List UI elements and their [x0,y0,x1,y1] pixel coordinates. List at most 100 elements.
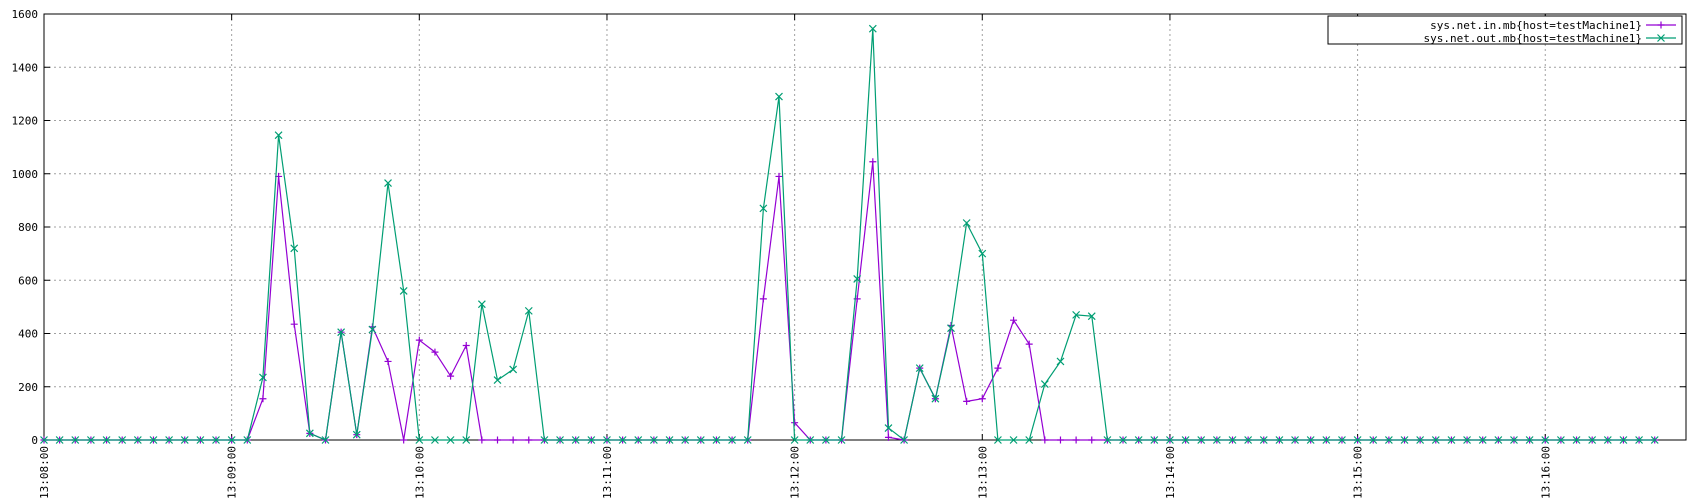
data-point [1134,436,1143,444]
data-point [1119,436,1127,444]
data-point [400,436,408,444]
data-point [1056,436,1064,444]
x-tick-label: 13:15:00 [1352,446,1365,499]
data-point [1650,436,1659,444]
data-point [493,376,502,385]
data-point [1228,436,1237,444]
legend-label: sys.net.out.mb{host=testMachine1} [1423,32,1642,45]
data-point [634,436,643,444]
data-point [837,436,846,444]
y-tick-label: 1200 [12,115,39,128]
data-point [1056,357,1065,366]
data-point [962,219,971,227]
y-tick-label: 1000 [12,168,39,181]
data-point [227,436,236,444]
data-point [431,436,439,444]
data-point [1369,436,1378,444]
data-point [1259,436,1268,444]
x-tick-label: 13:10:00 [413,446,426,499]
legend-box [1327,15,1683,45]
data-point [571,436,580,444]
data-point [259,395,267,403]
data-point [352,430,361,439]
legend-label: sys.net.in.mb{host=testMachine1} [1430,19,1642,32]
data-point [1510,436,1518,444]
data-point [963,397,971,405]
data-point [993,436,1002,444]
data-point [743,436,752,444]
data-point [1400,436,1409,444]
data-point [524,306,533,315]
data-point [1416,436,1425,444]
data-point [821,436,830,444]
data-point [196,436,205,444]
y-tick-label: 200 [18,381,38,394]
data-point [1088,436,1096,444]
data-point [384,179,392,187]
series-line [44,28,1655,442]
data-point [321,436,330,444]
data-point [478,436,486,444]
y-tick-label: 0 [31,434,38,447]
data-point [665,436,674,444]
data-point [102,436,111,444]
data-point [1181,436,1190,444]
data-point [290,244,299,253]
data-point [1072,310,1081,319]
data-point [274,131,283,140]
data-point [415,436,424,444]
data-point [1588,436,1597,444]
data-point [1166,436,1174,444]
data-point [1041,436,1049,444]
data-point [1010,316,1018,324]
data-point [775,172,783,180]
data-point [978,395,986,403]
data-point [1025,340,1033,348]
y-tick-label: 1400 [12,61,39,74]
data-point [868,24,877,33]
data-point [1525,436,1534,444]
data-point [509,436,517,444]
data-point [947,324,955,333]
data-point [525,436,533,444]
x-tick-label: 13:14:00 [1164,446,1177,499]
data-point [556,436,564,444]
data-point [900,436,909,444]
data-point [55,436,64,444]
data-point [1541,436,1550,444]
data-point [447,372,455,380]
legend-marker [1657,21,1665,29]
data-point [869,158,877,166]
data-point [337,328,346,337]
data-point [540,436,549,444]
data-point [462,436,471,444]
data-point [618,436,627,444]
x-tick-label: 13:12:00 [789,446,802,499]
x-tick-label: 13:11:00 [601,446,614,499]
data-point [149,436,158,444]
x-tick-label: 13:08:00 [38,446,51,499]
data-point [118,436,127,444]
data-point [1103,436,1112,444]
data-point [696,436,705,444]
x-tick-label: 13:13:00 [976,446,989,499]
data-point [884,433,892,441]
data-point [1338,436,1346,444]
data-point [133,436,142,444]
data-point [1572,436,1581,444]
data-point [1603,436,1612,444]
data-point [1291,436,1299,444]
data-point [212,436,220,444]
data-point [1025,436,1034,444]
series-1 [40,158,1659,444]
data-point [1431,436,1440,444]
data-point [1275,436,1284,444]
series-lines [40,24,1659,444]
data-point [305,429,314,438]
data-point [40,436,48,444]
axes: 0 200 400 600 800 1000 1200 1400 1600 13:08:00 13:… [12,8,1687,499]
data-point [290,320,298,328]
legend-marker [1657,34,1665,42]
data-point [1197,436,1206,444]
